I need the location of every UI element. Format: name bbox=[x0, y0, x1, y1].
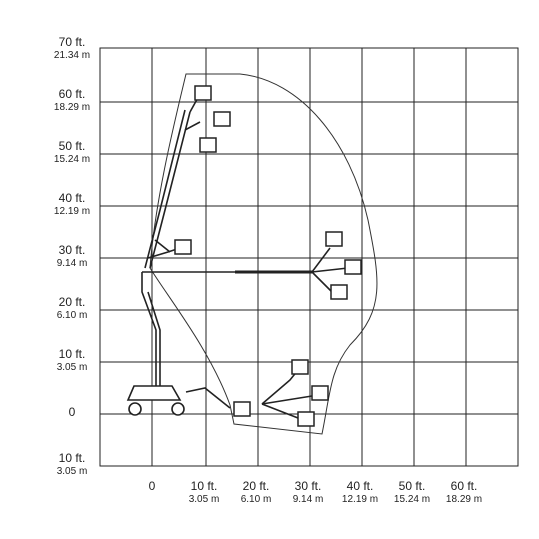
x-label-ft: 10 ft. bbox=[191, 479, 218, 493]
x-label-m: 6.10 m bbox=[241, 494, 272, 505]
x-label-ft: 60 ft. bbox=[451, 479, 478, 493]
x-label-m: 3.05 m bbox=[189, 494, 220, 505]
x-label-m: 15.24 m bbox=[394, 494, 430, 505]
y-label-m: 9.14 m bbox=[57, 258, 88, 269]
y-label-ft: 20 ft. bbox=[59, 295, 86, 309]
x-label-ft: 20 ft. bbox=[243, 479, 270, 493]
platforms bbox=[174, 85, 362, 427]
y-label-m: 3.05 m bbox=[57, 362, 88, 373]
x-label-m: 9.14 m bbox=[293, 494, 324, 505]
y-label-ft: 10 ft. bbox=[59, 347, 86, 361]
y-label-ft: 40 ft. bbox=[59, 191, 86, 205]
y-label-ft: 60 ft. bbox=[59, 87, 86, 101]
y-label-m: 12.19 m bbox=[54, 206, 90, 217]
x-label-m: 18.29 m bbox=[446, 494, 482, 505]
y-label-ft: 30 ft. bbox=[59, 243, 86, 257]
x-label-m: 12.19 m bbox=[342, 494, 378, 505]
work-envelope bbox=[149, 73, 378, 435]
y-label-m: 18.29 m bbox=[54, 102, 90, 113]
x-label-ft: 50 ft. bbox=[399, 479, 426, 493]
y-label-ft: 10 ft. bbox=[59, 451, 86, 465]
axis-labels: 70 ft.21.34 m60 ft.18.29 m50 ft.15.24 m4… bbox=[54, 35, 482, 505]
y-label-m: 6.10 m bbox=[57, 310, 88, 321]
y-label-m: 21.34 m bbox=[54, 50, 90, 61]
y-label-ft: 70 ft. bbox=[59, 35, 86, 49]
grid bbox=[99, 47, 519, 467]
x-label-ft: 0 bbox=[149, 479, 156, 493]
y-label-ft: 0 bbox=[69, 405, 76, 419]
y-label-m: 3.05 m bbox=[57, 466, 88, 477]
y-label-ft: 50 ft. bbox=[59, 139, 86, 153]
lift-drawings bbox=[126, 93, 349, 419]
x-label-ft: 40 ft. bbox=[347, 479, 374, 493]
y-label-m: 15.24 m bbox=[54, 154, 90, 165]
x-label-ft: 30 ft. bbox=[295, 479, 322, 493]
